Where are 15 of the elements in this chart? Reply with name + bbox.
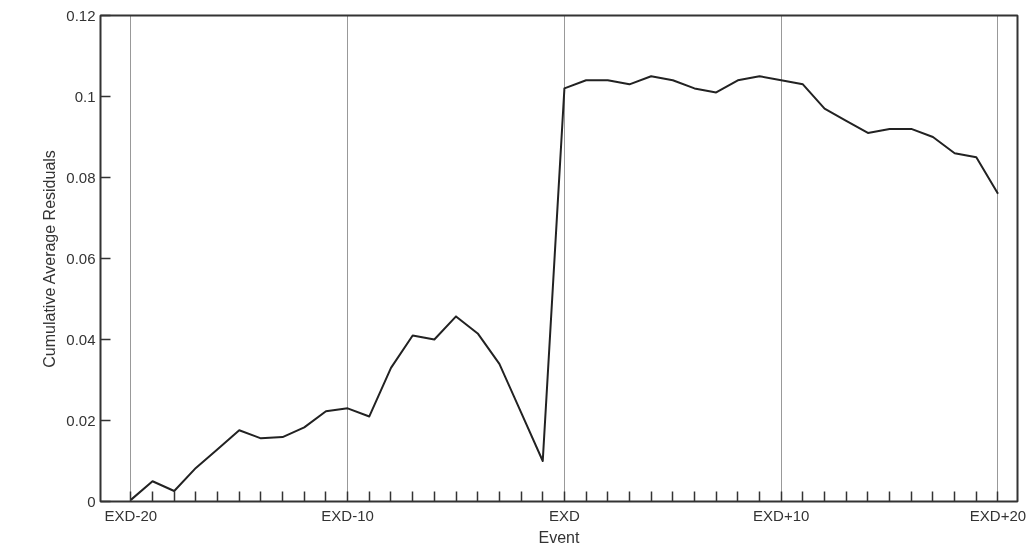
x-tick-label: EXD+20: [969, 506, 1027, 524]
x-tick-label: EXD-20: [104, 506, 158, 524]
y-tick-label: 0.12: [66, 6, 96, 24]
y-tick-label: 0.08: [66, 168, 96, 186]
y-tick-label: 0.1: [74, 87, 96, 105]
y-tick-label: 0.02: [66, 411, 96, 429]
x-tick-label: EXD: [549, 506, 581, 524]
y-tick-label: 0.06: [66, 249, 96, 267]
y-tick-label: 0.04: [66, 330, 96, 348]
x-tick-label: EXD+10: [753, 506, 810, 524]
y-axis-title: Cumulative Average Residuals: [41, 150, 59, 368]
x-axis-title: Event: [538, 528, 581, 546]
y-tick-label: 0: [87, 492, 96, 510]
line-series: [129, 75, 999, 501]
x-tick-label: EXD-10: [321, 506, 374, 524]
